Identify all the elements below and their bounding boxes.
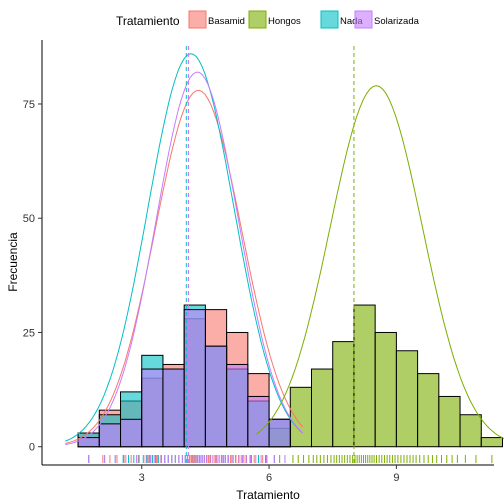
bar-hongos (459, 414, 482, 448)
bars-layer (77, 304, 503, 448)
x-tick-label: 3 (139, 472, 145, 484)
legend-title: Tratamiento (116, 14, 180, 28)
bar-solarizada (247, 395, 270, 448)
legend-label-solarizada: Solarizada (374, 16, 420, 27)
density-layer (65, 53, 504, 446)
bar-hongos (438, 395, 461, 448)
bar-hongos (395, 350, 419, 448)
x-tick-label: 6 (266, 472, 272, 484)
x-axis-label: Tratamiento (236, 488, 300, 502)
legend-key-hongos (248, 10, 267, 29)
bar-hongos (332, 341, 355, 448)
rug-layer (88, 455, 493, 463)
x-tick-label: 9 (393, 472, 399, 484)
bar-hongos (353, 304, 376, 448)
y-axis-label: Frecuencia (6, 232, 20, 292)
density-curve-hongos (255, 85, 504, 440)
legend-key-basamid (188, 10, 207, 29)
bar-solarizada (204, 345, 228, 448)
axes: 0 25 50 75 3 6 9 (23, 40, 494, 484)
density-curve-solarizada (65, 71, 304, 446)
bar-solarizada (120, 418, 143, 448)
legend-key-nada (320, 10, 339, 29)
bar-solarizada (162, 368, 185, 448)
legend-key-solarizada (354, 10, 373, 29)
bar-hongos (417, 373, 440, 448)
y-tick-label: 0 (29, 442, 35, 454)
y-tick-label: 25 (23, 327, 35, 339)
legend: Tratamiento Basamid Hongos Nada Solarizada (116, 10, 420, 29)
bar-hongos (311, 368, 334, 448)
legend-label-basamid: Basamid (208, 16, 245, 27)
density-curve-basamid (65, 89, 304, 444)
bar-solarizada (98, 423, 122, 448)
bar-hongos (374, 331, 397, 448)
legend-label-nada: Nada (340, 16, 363, 27)
y-tick-label: 50 (23, 213, 35, 225)
legend-label-hongos: Hongos (268, 16, 301, 27)
bar-solarizada (268, 418, 291, 448)
bar-hongos (289, 386, 313, 448)
bar-solarizada (141, 368, 164, 448)
y-tick-label: 75 (23, 99, 35, 111)
density-curve-nada (65, 53, 304, 442)
bar-solarizada (183, 309, 206, 448)
bar-solarizada (226, 363, 249, 448)
bar-solarizada (77, 437, 100, 448)
bar-hongos (480, 437, 503, 448)
